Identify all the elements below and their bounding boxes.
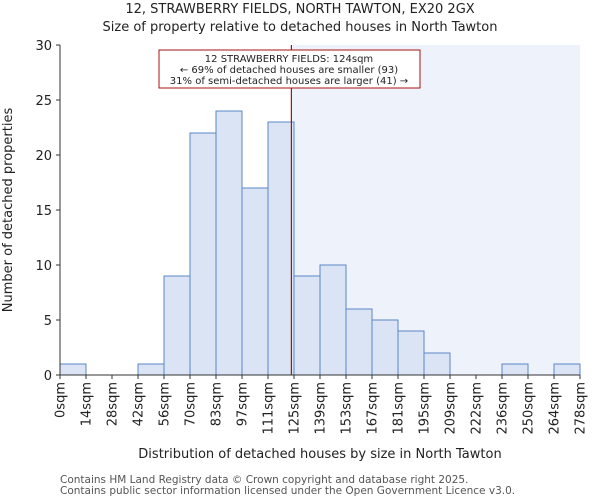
x-tick-label: 264sqm <box>548 382 563 435</box>
x-tick-label: 125sqm <box>288 382 303 435</box>
x-tick-label: 0sqm <box>54 382 69 418</box>
bar-83sqm <box>215 110 243 376</box>
x-tick-label: 181sqm <box>392 382 407 435</box>
x-tick-label: 153sqm <box>340 382 355 435</box>
annotation-box: 12 STRAWBERRY FIELDS: 124sqm ← 69% of de… <box>158 49 421 89</box>
x-tick-label: 236sqm <box>496 382 511 435</box>
y-tick-label: 25 <box>35 94 52 109</box>
y-tick-label: 20 <box>35 149 52 164</box>
bar-125sqm <box>293 275 321 376</box>
bar-181sqm <box>397 330 425 376</box>
x-tick-label: 209sqm <box>444 382 459 435</box>
bar-153sqm <box>345 308 373 376</box>
bar-42sqm <box>137 363 165 376</box>
x-tick-label: 139sqm <box>314 382 329 435</box>
bars-group <box>59 110 581 376</box>
y-axis-title: Number of detached properties <box>1 108 16 313</box>
x-tick-label: 278sqm <box>574 382 589 435</box>
annotation-line-2: ← 69% of detached houses are smaller (93… <box>180 65 398 76</box>
bar-0sqm <box>59 363 87 376</box>
bar-97sqm <box>241 187 269 376</box>
bar-70sqm <box>189 132 217 376</box>
x-tick-label: 28sqm <box>106 382 121 426</box>
x-tick-label: 111sqm <box>262 382 277 435</box>
chart-title: 12, STRAWBERRY FIELDS, NORTH TAWTON, EX2… <box>125 2 474 17</box>
annotation-border <box>158 49 421 89</box>
x-tick-label: 97sqm <box>236 382 251 426</box>
bar-195sqm <box>423 352 451 376</box>
footer-line-2: Contains public sector information licen… <box>60 485 515 497</box>
y-tick-label: 10 <box>35 259 52 274</box>
x-tick-label: 70sqm <box>184 382 199 426</box>
y-tick-label: 15 <box>35 204 52 219</box>
x-tick-label: 167sqm <box>366 382 381 435</box>
x-tick-label: 222sqm <box>470 382 485 435</box>
bar-167sqm <box>371 319 399 376</box>
bar-139sqm <box>319 264 347 376</box>
x-tick-label: 56sqm <box>158 382 173 426</box>
bar-264sqm <box>553 363 581 376</box>
x-tick-label: 14sqm <box>80 382 95 426</box>
x-tick-label: 42sqm <box>132 382 147 426</box>
y-tick-label: 5 <box>44 314 52 329</box>
y-ticks: 0 5 10 15 20 25 30 <box>35 39 60 384</box>
footer-line-1: Contains HM Land Registry data © Crown c… <box>60 474 468 486</box>
x-tick-label: 83sqm <box>210 382 225 426</box>
annotation-line-3: 31% of semi-detached houses are larger (… <box>170 76 408 87</box>
bar-236sqm <box>501 363 529 376</box>
x-tick-label: 250sqm <box>522 382 537 435</box>
annotation-line-1: 12 STRAWBERRY FIELDS: 124sqm <box>205 54 373 65</box>
x-tick-label: 195sqm <box>418 382 433 435</box>
chart-subtitle: Size of property relative to detached ho… <box>103 20 498 35</box>
y-tick-label: 0 <box>44 369 52 384</box>
bar-56sqm <box>163 275 191 376</box>
x-axis-title: Distribution of detached houses by size … <box>138 447 501 462</box>
x-ticks: 0sqm 14sqm 28sqm 42sqm 56sqm 70sqm 83sqm 97sqm 1… <box>54 375 589 435</box>
bar-111sqm <box>267 121 295 376</box>
y-tick-label: 30 <box>35 39 52 54</box>
